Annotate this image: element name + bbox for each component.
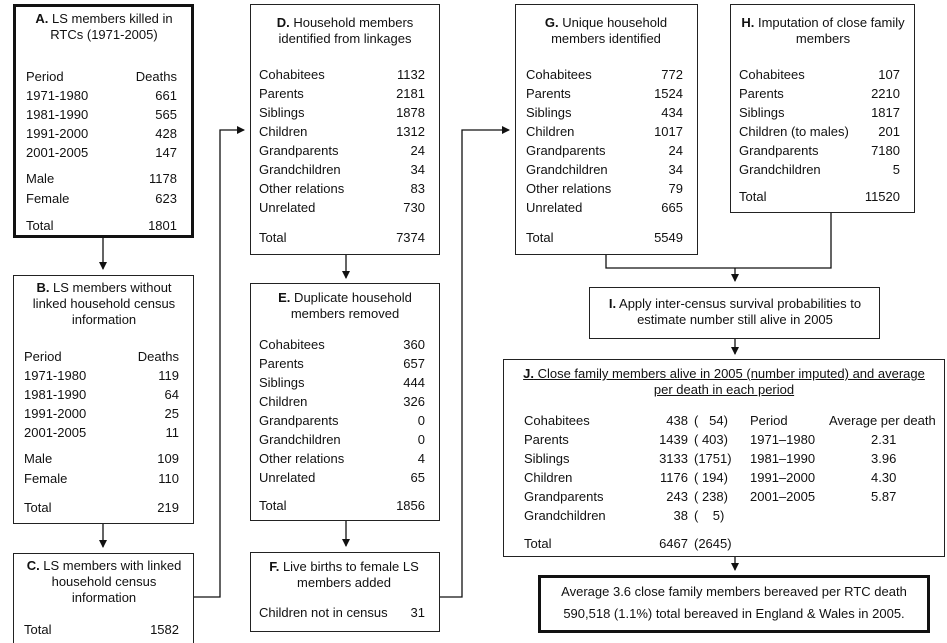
box-j-avg-header: Average per death (829, 413, 936, 428)
box-j-value: 3133 (659, 451, 688, 466)
box-j-period: 1971–1980 (750, 432, 816, 447)
box-e-title: E. Duplicate household members removed (278, 290, 412, 321)
box-j-avg: 2.31 (871, 432, 897, 447)
box-f-live-births: F. Live births to female LS members adde… (250, 552, 440, 632)
box-j-value: 1439 (659, 432, 688, 447)
box-j-imputed: (1751) (694, 451, 732, 466)
box-j-value: 38 (673, 508, 688, 523)
box-j-relation: Cohabitees (524, 413, 590, 428)
box-b-title: B. LS members without linked household c… (32, 280, 176, 327)
box-a-rtc-deaths: A. LS members killed in RTCs (1971-2005)… (13, 4, 194, 238)
box-d-household-members: D. Household members identified from lin… (250, 4, 440, 255)
box-d-title: D. Household members identified from lin… (276, 15, 414, 46)
box-j-value: 438 (666, 413, 688, 428)
box-i-title: I. Apply inter-census survival probabili… (608, 296, 862, 327)
box-e-duplicates-removed: E. Duplicate household members removed C… (250, 283, 440, 521)
box-h-imputation: H. Imputation of close family members Co… (730, 4, 915, 213)
box-j-value: 243 (666, 489, 688, 504)
box-j-title: J. Close family members alive in 2005 (n… (523, 366, 925, 397)
box-j-period-header: Period (750, 413, 788, 428)
box-g-unique-members: G. Unique household members identified C… (515, 4, 698, 255)
box-j-relation: Grandchildren (524, 508, 606, 523)
box-j-total-imputed: (2645) (694, 536, 732, 551)
box-j-total-label: Total (524, 536, 552, 551)
box-j-imputed: ( 403) (694, 432, 728, 447)
box-j-relation: Parents (524, 432, 569, 447)
box-k-line2: 590,518 (1.1%) total bereaved in England… (563, 606, 905, 621)
box-c-title: C. LS members with linked household cens… (26, 558, 182, 605)
arrow-c-to-d (193, 126, 245, 598)
box-k-summary: Average 3.6 close family members bereave… (538, 575, 930, 633)
box-c-linked: C. LS members with linked household cens… (13, 553, 194, 643)
box-j-period: 1981–1990 (750, 451, 816, 466)
box-k-line1: Average 3.6 close family members bereave… (561, 584, 907, 599)
box-j-total-value: 6467 (659, 536, 688, 551)
box-j-relation: Grandparents (524, 489, 604, 504)
box-j-avg: 3.96 (871, 451, 897, 466)
box-j-period: 2001–2005 (750, 489, 816, 504)
box-j-relation: Siblings (524, 451, 570, 466)
box-i-survival: I. Apply inter-census survival probabili… (589, 287, 880, 339)
box-g-title: G. Unique household members identified (544, 15, 668, 46)
box-j-imputed: ( 194) (694, 470, 728, 485)
box-j-avg: 5.87 (871, 489, 897, 504)
box-j-imputed: ( 5) (694, 508, 725, 523)
arrow-f-to-g (438, 126, 510, 598)
box-j-value: 1176 (660, 470, 688, 485)
box-j-imputed: ( 238) (694, 489, 728, 504)
box-j-avg: 4.30 (871, 470, 897, 485)
box-f-title: F. Live births to female LS members adde… (269, 559, 419, 590)
box-b-unlinked: B. LS members without linked household c… (13, 275, 194, 524)
box-a-title: A. LS members killed in RTCs (1971-2005) (35, 11, 173, 42)
box-j-period: 1991–2000 (750, 470, 816, 485)
box-h-title: H. Imputation of close family members (741, 15, 905, 46)
box-j-relation: Children (524, 470, 573, 485)
box-j-close-family-alive: J. Close family members alive in 2005 (n… (503, 359, 945, 557)
box-j-imputed: ( 54) (694, 413, 728, 428)
